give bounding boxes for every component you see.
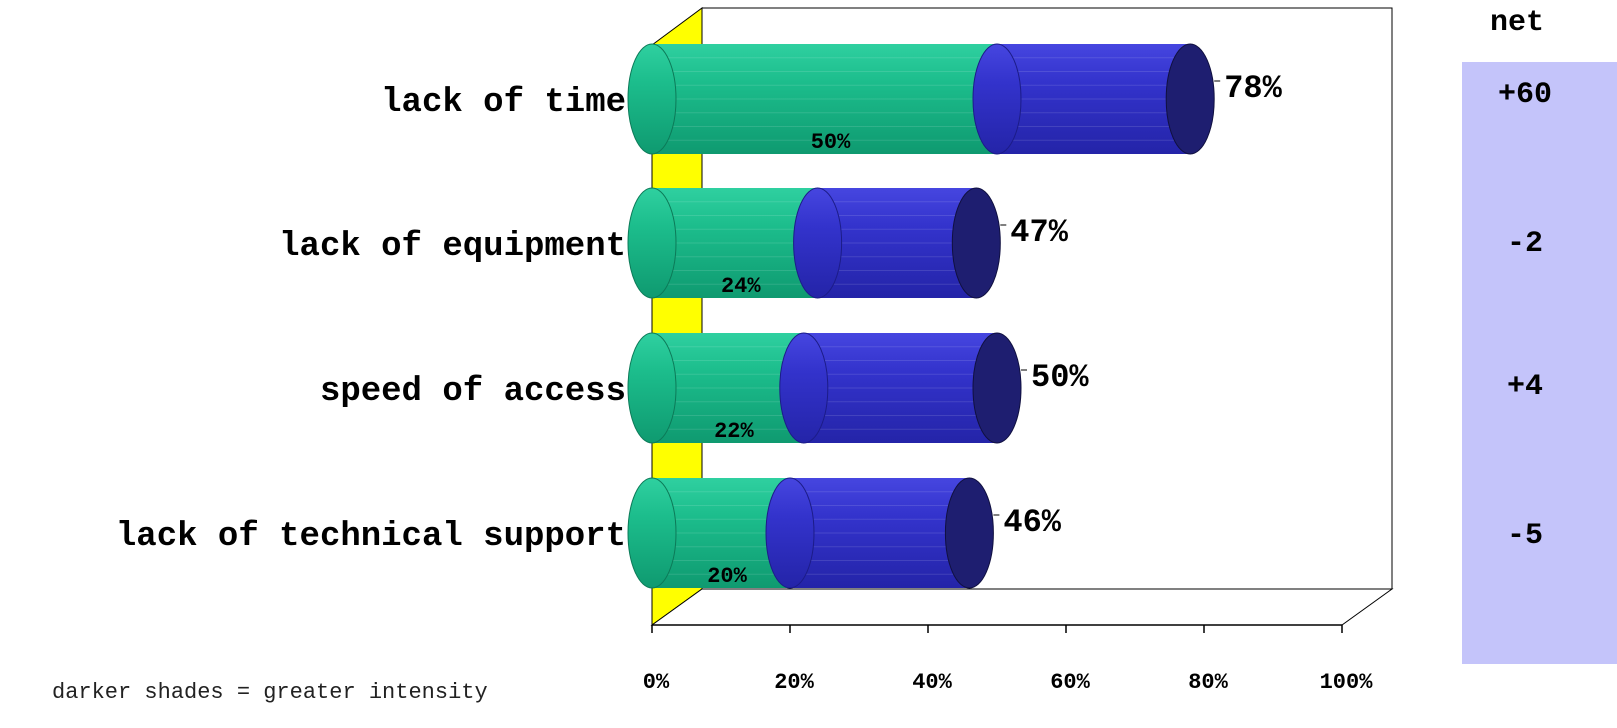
bar-segment — [652, 188, 818, 298]
x-tick-label: 100% — [1320, 670, 1374, 695]
bar-end-cap — [972, 332, 1022, 444]
net-value-lack-of-equipment: -2 — [1506, 227, 1543, 261]
bar-cap — [793, 187, 843, 299]
bar-cap — [627, 477, 677, 589]
intensity-note: darker shades = greater intensity — [52, 680, 488, 705]
floor — [650, 588, 1394, 626]
bar-segment — [817, 188, 977, 298]
bar-end-cap — [951, 187, 1001, 299]
bar-segment — [790, 478, 970, 588]
bar-cap — [627, 332, 677, 444]
inner-value-label: 50% — [811, 130, 851, 155]
category-label: lack of equipment — [279, 228, 626, 266]
category-label: lack of technical support — [116, 518, 626, 556]
bar-segment — [652, 44, 997, 154]
total-label: 50% — [1031, 359, 1089, 396]
net-value-lack-of-technical-support: -5 — [1506, 519, 1543, 553]
bars-group — [627, 43, 1221, 589]
x-tick-label: 80% — [1188, 670, 1228, 695]
total-label: 46% — [1003, 504, 1061, 541]
net-panel: +60 -2 +4 -5 — [1462, 62, 1617, 664]
x-tick-label: 20% — [774, 670, 814, 695]
bar-cap — [972, 43, 1022, 155]
bar-segment — [997, 44, 1191, 154]
net-value-speed-of-access: +4 — [1506, 370, 1543, 404]
total-label: 78% — [1224, 70, 1282, 107]
category-label: speed of access — [320, 373, 626, 411]
x-tick-label: 40% — [912, 670, 952, 695]
labels-group: 0% 20% 40% 60% 80% 100% lack of time 78% 50% lack… — [116, 70, 1373, 695]
inner-value-label: 20% — [707, 564, 747, 589]
inner-value-label: 22% — [714, 419, 754, 444]
bar-segment — [803, 333, 997, 443]
x-tick-label: 0% — [643, 670, 670, 695]
bar-end-cap — [944, 477, 994, 589]
bar-end-cap — [1165, 43, 1215, 155]
category-label: lack of time — [381, 84, 626, 122]
x-tick-label: 60% — [1050, 670, 1090, 695]
net-header: net — [1490, 6, 1545, 40]
bar-cap — [627, 43, 677, 155]
bar-cap — [765, 477, 815, 589]
inner-value-label: 24% — [721, 274, 761, 299]
bar-cap — [627, 187, 677, 299]
net-value-lack-of-time: +60 — [1497, 78, 1552, 112]
bar-cap — [779, 332, 829, 444]
total-label: 47% — [1010, 214, 1068, 251]
bar-segment — [652, 333, 804, 443]
